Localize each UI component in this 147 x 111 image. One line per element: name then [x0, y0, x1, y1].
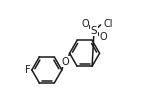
Text: S: S: [91, 26, 97, 36]
Text: O: O: [81, 19, 89, 29]
Text: O: O: [99, 32, 107, 42]
Text: O: O: [62, 57, 70, 67]
Text: F: F: [25, 65, 30, 75]
Text: Cl: Cl: [103, 19, 113, 29]
